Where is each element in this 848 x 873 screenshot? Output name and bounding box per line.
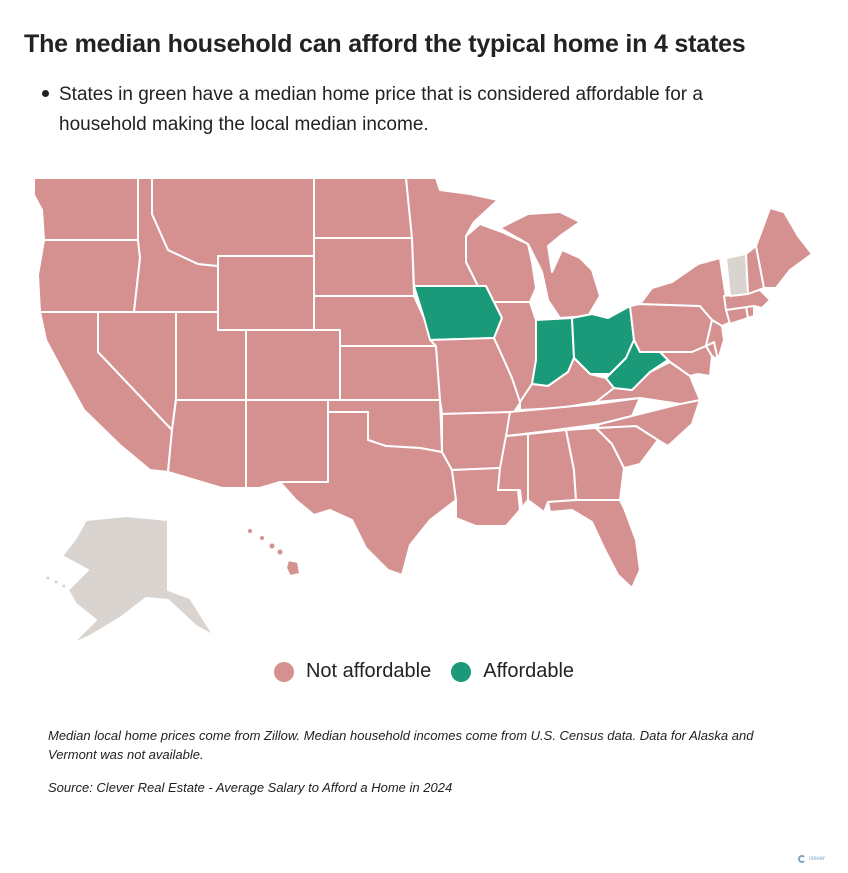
subtitle: States in green have a median home price… bbox=[59, 84, 703, 135]
state-north-dakota bbox=[313, 177, 413, 239]
legend-swatch-affordable bbox=[451, 661, 472, 682]
state-south-dakota bbox=[313, 237, 415, 297]
state-hawaii bbox=[285, 559, 301, 577]
legend-item-not-affordable: Not affordable bbox=[273, 660, 432, 683]
legend: Not affordable Affordable bbox=[0, 660, 848, 683]
state-kansas bbox=[339, 345, 441, 401]
state-washington bbox=[33, 177, 139, 241]
state-iowa bbox=[413, 285, 503, 341]
state-oregon bbox=[37, 239, 141, 313]
state-north-carolina bbox=[595, 399, 701, 447]
state-arizona bbox=[167, 399, 247, 489]
state-vermont bbox=[725, 253, 749, 297]
bullet-icon bbox=[42, 90, 49, 97]
state-michigan bbox=[499, 211, 601, 319]
state-new-mexico bbox=[245, 399, 329, 489]
brand-logo: clever bbox=[798, 855, 825, 863]
state-alaska bbox=[61, 515, 215, 645]
brand-name: clever bbox=[809, 856, 826, 862]
legend-label-affordable: Affordable bbox=[483, 660, 575, 682]
state-texas bbox=[279, 411, 457, 576]
data-note: Median local home prices come from Zillo… bbox=[48, 728, 754, 762]
state-montana bbox=[151, 177, 315, 267]
state-maryland bbox=[659, 345, 713, 377]
us-map bbox=[33, 177, 813, 645]
source-line: Source: Clever Real Estate - Average Sal… bbox=[48, 780, 453, 795]
state-wyoming bbox=[217, 255, 315, 331]
legend-label-not-affordable: Not affordable bbox=[305, 660, 432, 682]
state-wisconsin bbox=[465, 223, 537, 303]
subtitle-bullet: States in green have a median home price… bbox=[42, 80, 782, 140]
state-maine bbox=[755, 207, 813, 289]
chart-title: The median household can afford the typi… bbox=[24, 30, 746, 58]
state-minnesota bbox=[405, 177, 499, 287]
state-pennsylvania bbox=[629, 303, 713, 353]
aleutian-islets bbox=[46, 576, 66, 588]
state-colorado bbox=[245, 329, 341, 401]
clever-logo-icon bbox=[798, 855, 806, 863]
state-florida bbox=[547, 499, 641, 589]
hawaii-islets bbox=[248, 529, 283, 555]
legend-swatch-not-affordable bbox=[273, 661, 294, 682]
legend-item-affordable: Affordable bbox=[451, 660, 574, 683]
state-new-jersey bbox=[705, 319, 725, 361]
